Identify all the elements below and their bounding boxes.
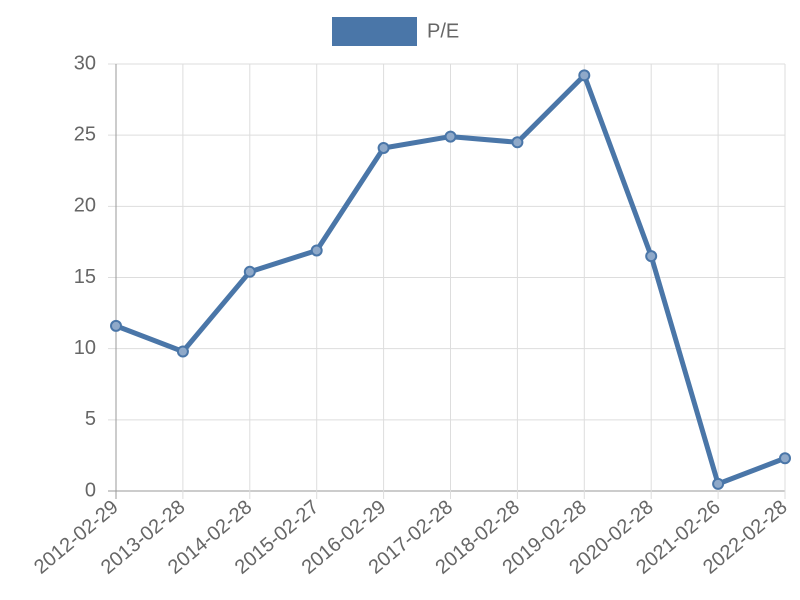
y-tick-label: 0	[85, 479, 96, 501]
point	[176, 345, 189, 358]
y-tick-label: 30	[74, 52, 96, 74]
point	[511, 136, 524, 149]
legend-label: P/E	[427, 20, 459, 42]
y-tick-label: 20	[74, 195, 96, 217]
point	[377, 141, 390, 154]
point	[110, 319, 122, 332]
legend-swatch	[332, 17, 417, 46]
y-tick-label: 10	[74, 337, 96, 359]
point	[779, 452, 791, 465]
y-tick-label: 25	[74, 123, 96, 145]
y-tick-label: 15	[74, 266, 96, 288]
point	[310, 244, 323, 257]
point	[578, 69, 591, 82]
point	[444, 130, 457, 143]
point	[243, 265, 256, 278]
point	[712, 477, 725, 490]
y-tick-label: 5	[85, 408, 96, 430]
point	[645, 250, 658, 263]
